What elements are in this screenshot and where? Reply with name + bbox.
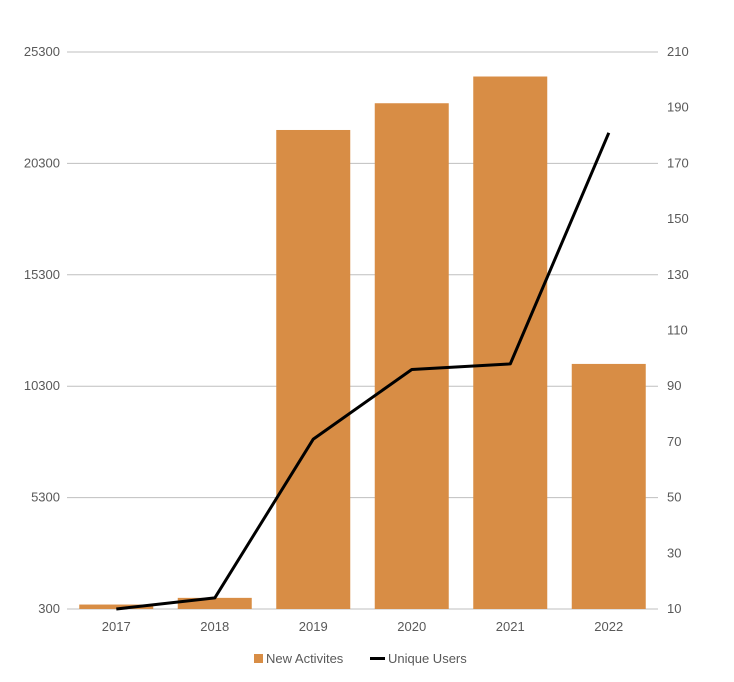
bar-2019	[276, 129, 351, 610]
legend-label-line: Unique Users	[388, 651, 467, 666]
y-right-tick-label: 210	[667, 44, 689, 59]
x-tick-label: 2021	[496, 619, 525, 634]
y-right-tick-label: 190	[667, 100, 689, 115]
legend: New Activites Unique Users	[254, 651, 467, 666]
y-left-tick-label: 20300	[24, 155, 60, 170]
y-right-tick-label: 30	[667, 545, 681, 560]
legend-label-bar: New Activites	[266, 651, 344, 666]
x-axis: 2017 2018 2019 2020 2021 2022	[102, 619, 623, 634]
y-left-tick-label: 300	[38, 601, 60, 616]
bar-series-new-activites	[79, 76, 646, 610]
x-tick-label: 2019	[299, 619, 328, 634]
bar-2021	[473, 76, 548, 610]
x-tick-label: 2022	[594, 619, 623, 634]
y-right-tick-label: 170	[667, 155, 689, 170]
bar-2022	[571, 363, 646, 609]
line-unique-users	[116, 132, 611, 611]
y-left-tick-label: 15300	[24, 267, 60, 282]
legend-swatch-bar	[254, 654, 263, 663]
line-series-unique-users	[116, 132, 611, 611]
y-left-tick-label: 25300	[24, 44, 60, 59]
bar-2020	[374, 103, 449, 609]
y-right-tick-label: 10	[667, 601, 681, 616]
x-tick-label: 2017	[102, 619, 131, 634]
y-left-tick-label: 5300	[31, 490, 60, 505]
bar-2017	[79, 604, 154, 609]
gridlines	[67, 51, 658, 610]
y-right-tick-label: 150	[667, 211, 689, 226]
bar-2018	[177, 597, 252, 609]
y-right-tick-label: 50	[667, 490, 681, 505]
y-right-tick-label: 90	[667, 378, 681, 393]
y-axis-right: 10 30 50 70 90 110 130 150 170 190 210	[667, 44, 689, 616]
y-right-tick-label: 110	[667, 323, 688, 338]
y-left-tick-label: 10300	[24, 378, 60, 393]
x-tick-label: 2018	[200, 619, 229, 634]
y-right-tick-label: 130	[667, 267, 689, 282]
y-axis-left: 300 5300 10300 15300 20300 25300	[24, 44, 60, 616]
x-tick-label: 2020	[397, 619, 426, 634]
y-right-tick-label: 70	[667, 434, 681, 449]
